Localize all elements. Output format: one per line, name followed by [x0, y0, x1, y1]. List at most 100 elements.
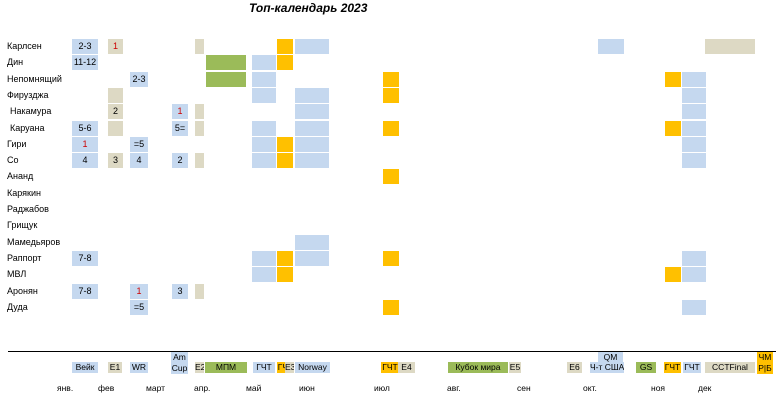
grid-cell: [108, 120, 123, 136]
month-label: дек: [698, 383, 712, 393]
grid-cell: [665, 120, 681, 136]
grid-cell: 2: [172, 153, 188, 169]
grid-cell: [195, 104, 204, 120]
grid-cell: [705, 39, 755, 54]
month-label: фев: [98, 383, 115, 393]
grid-cell: [295, 39, 329, 54]
grid-cell: [682, 87, 706, 103]
event-label: WR: [130, 362, 148, 373]
grid-cell: 2: [108, 104, 123, 120]
player-name: Раджабов: [7, 204, 49, 214]
grid-cell: 5-6: [72, 120, 98, 136]
grid-cell: 2-3: [72, 39, 98, 54]
event-label: E5: [509, 362, 521, 373]
grid-cell: [206, 71, 246, 87]
timeline-axis: [8, 351, 776, 352]
grid-cell: 7-8: [72, 250, 98, 266]
grid-cell: [295, 250, 329, 266]
month-label: март: [146, 383, 166, 393]
player-name: Фирузджа: [7, 89, 49, 100]
month-label: ноя: [651, 383, 666, 393]
grid-cell: 2-3: [130, 71, 148, 87]
event-label: Кубок мира: [448, 362, 508, 373]
event-label: МПМ: [205, 362, 247, 373]
grid-cell: 1: [72, 136, 98, 152]
grid-cell: [295, 234, 329, 250]
grid-cell: [295, 120, 329, 136]
grid-cell: =5: [130, 299, 148, 315]
grid-cell: [383, 250, 399, 266]
grid-cell: [665, 267, 681, 283]
month-label: май: [246, 383, 262, 393]
player-name: Гири: [7, 138, 27, 149]
event-label: E2: [195, 362, 204, 373]
event-label: E3: [285, 362, 294, 373]
month-label: сен: [517, 383, 531, 393]
grid-cell: [252, 153, 276, 169]
grid-cell: [295, 87, 329, 103]
grid-cell: [252, 87, 276, 103]
grid-cell: [682, 153, 706, 169]
grid-cell: [277, 39, 293, 54]
grid-cell: [252, 55, 276, 71]
event-label: Am Cup: [171, 352, 188, 374]
grid-cell: 4: [130, 153, 148, 169]
grid-cell: 1: [130, 283, 148, 299]
player-name: Дин: [7, 57, 24, 68]
player-name: Непомнящий: [7, 73, 62, 84]
grid-cell: [252, 136, 276, 152]
event-label: E1: [108, 362, 122, 373]
grid-cell: [598, 39, 624, 54]
grid-cell: [383, 71, 399, 87]
grid-cell: [383, 120, 399, 136]
player-name: МВЛ: [7, 269, 27, 280]
grid-cell: 4: [72, 153, 98, 169]
grid-cell: [383, 87, 399, 103]
month-label: окт.: [583, 383, 597, 393]
grid-cell: 3: [108, 153, 123, 169]
grid-cell: [277, 267, 293, 283]
event-label: Norway: [295, 362, 330, 373]
event-label: E4: [398, 362, 415, 373]
player-name: Грищук: [7, 220, 38, 231]
grid-cell: [108, 87, 123, 103]
grid-cell: [682, 250, 706, 266]
grid-cell: [682, 104, 706, 120]
grid-cell: 3: [172, 283, 188, 299]
grid-cell: 1: [108, 39, 123, 54]
event-label: QM: [598, 352, 623, 363]
grid-cell: 5=: [172, 120, 188, 136]
event-label: GS: [636, 362, 656, 373]
grid-cell: [206, 55, 246, 71]
grid-cell: [295, 153, 329, 169]
player-name: Мамедьяров: [7, 236, 61, 247]
grid-cell: 7-8: [72, 283, 98, 299]
month-label: июн: [299, 383, 315, 393]
grid-cell: [195, 120, 204, 136]
player-name: Раппорт: [7, 252, 42, 263]
grid-cell: [195, 153, 204, 169]
month-label: авг.: [447, 383, 461, 393]
grid-cell: [682, 71, 706, 87]
player-name: Карлсен: [7, 41, 42, 51]
grid-cell: [252, 267, 276, 283]
grid-cell: [252, 250, 276, 266]
event-label: CCTFinal: [705, 362, 755, 373]
grid-cell: [682, 136, 706, 152]
month-label: апр.: [194, 383, 211, 393]
event-label: ГЧТ: [381, 362, 399, 373]
event-label: Ч-т США: [590, 362, 624, 373]
grid-cell: [383, 299, 399, 315]
grid-cell: [665, 71, 681, 87]
grid-cell: [383, 169, 399, 185]
grid-cell: [682, 267, 706, 283]
event-label: ЧМ Р|Б: [757, 352, 773, 374]
grid-cell: [682, 299, 706, 315]
grid-cell: [277, 55, 293, 71]
event-label: ГЧТ: [664, 362, 681, 373]
month-label: янв.: [57, 383, 74, 393]
grid-cell: [295, 104, 329, 120]
player-name: Со: [7, 155, 19, 166]
player-name: Накамура: [10, 106, 52, 117]
player-name: Карякин: [7, 187, 41, 198]
